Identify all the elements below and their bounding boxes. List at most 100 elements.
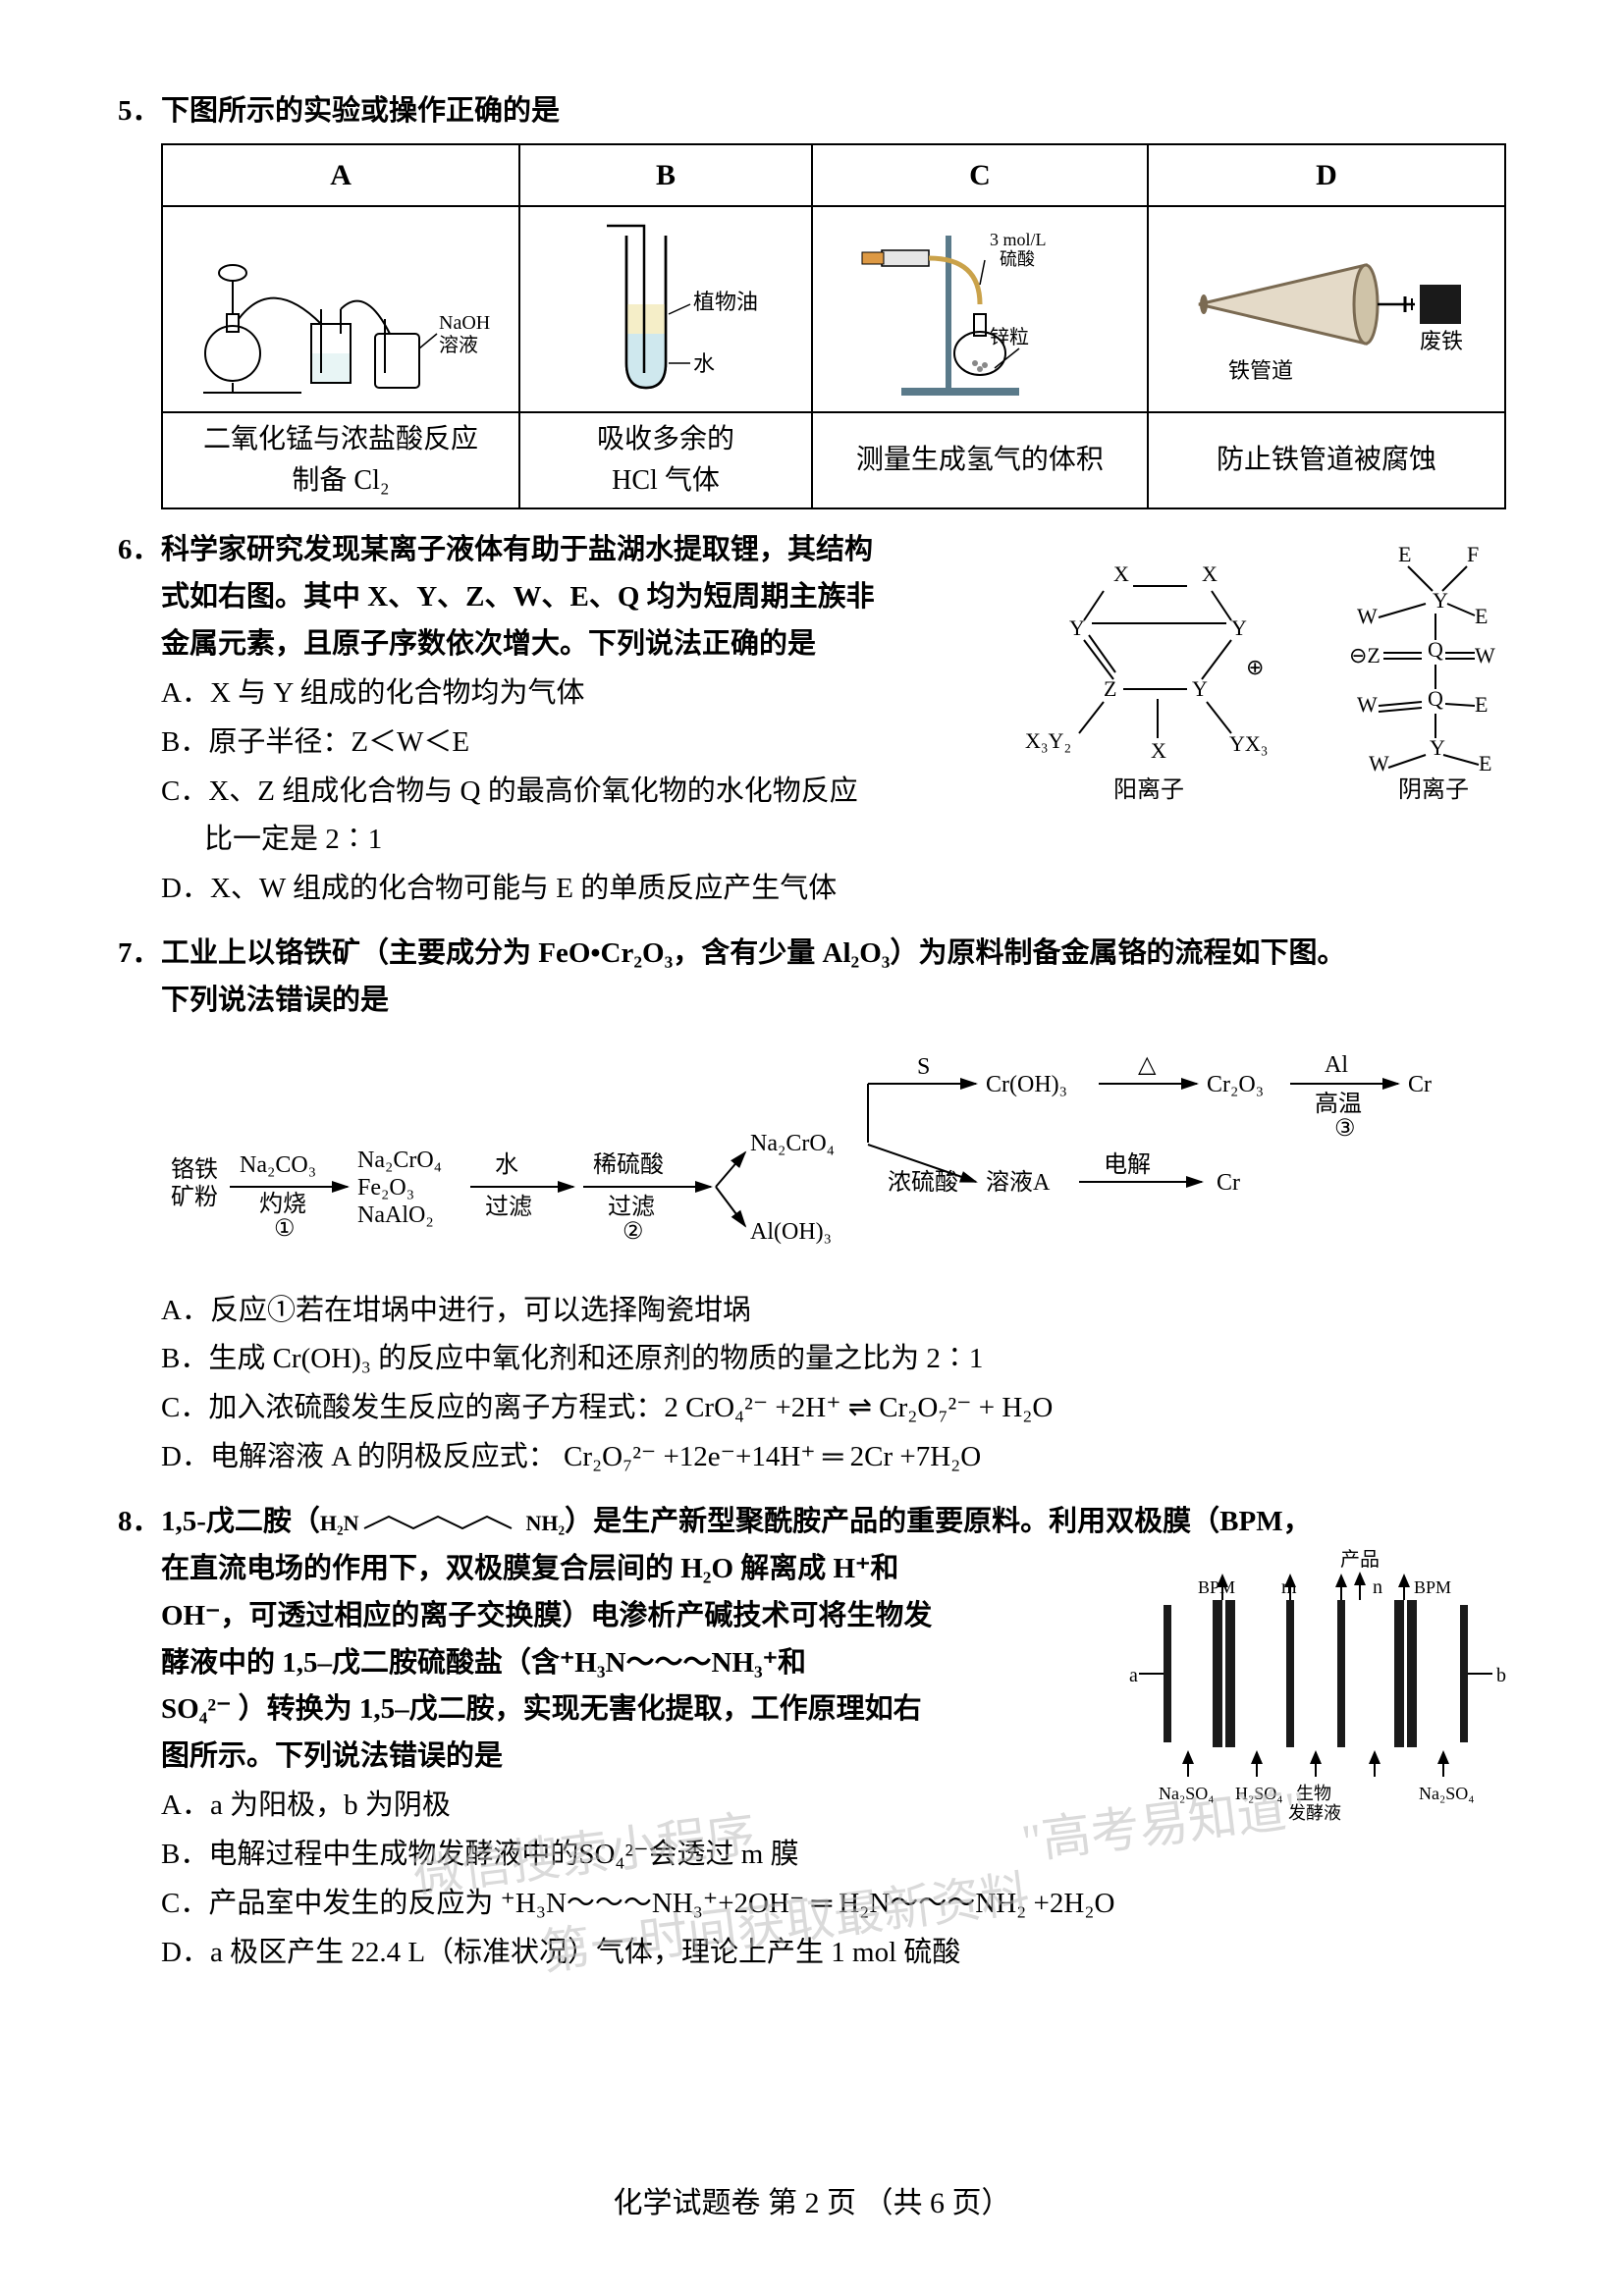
- svg-text:Y: Y: [1231, 615, 1247, 640]
- q5-stem: 下图所示的实验或操作正确的是: [161, 88, 560, 135]
- svg-text:BPM: BPM: [1414, 1577, 1451, 1597]
- svg-text:Y: Y: [1069, 615, 1085, 640]
- q7-optC: C．加入浓硫酸发生反应的离子方程式：2 CrO₄²⁻ +2H⁺ ⇌ Cr₂O₇²…: [118, 1385, 1506, 1432]
- svg-text:X: X: [1151, 738, 1166, 763]
- q8-body-3: 酵液中的 1,5–戊二胺硫酸盐（含⁺H₃N～～～NH₃⁺和: [118, 1640, 1113, 1687]
- svg-text:W: W: [1357, 692, 1378, 717]
- q5-hC: C: [812, 144, 1148, 207]
- svg-text:阳离子: 阳离子: [1113, 776, 1184, 803]
- q7-optB: B．生成 Cr(OH)₃ 的反应中氧化剂和还原剂的物质的量之比为 2∶1: [118, 1336, 1506, 1383]
- svg-text:E: E: [1479, 751, 1491, 775]
- q6-stem-l2: 式如右图。其中 X、Y、Z、W、E、Q 均为短周期主族非: [118, 574, 976, 621]
- svg-text:Y: Y: [1430, 735, 1445, 760]
- q6-optC: C．X、Z 组成化合物与 Q 的最高价氧化物的水化物反应: [118, 769, 976, 816]
- svg-text:Na₂CO₃: Na₂CO₃: [240, 1152, 316, 1178]
- svg-text:a: a: [1129, 1665, 1138, 1686]
- q7-stem-l2: 下列说法错误的是: [118, 978, 1506, 1025]
- svg-text:F: F: [1467, 542, 1479, 566]
- svg-text:Cr: Cr: [1217, 1170, 1240, 1196]
- svg-text:X: X: [1113, 561, 1129, 586]
- q5-capC: 测量生成氢气的体积: [812, 412, 1148, 508]
- svg-text:H₂SO₄: H₂SO₄: [1235, 1784, 1283, 1803]
- svg-text:阴离子: 阴离子: [1398, 776, 1469, 803]
- svg-text:Na₂SO₄: Na₂SO₄: [1159, 1784, 1215, 1803]
- svg-text:W: W: [1369, 751, 1389, 775]
- question-5: 5． 下图所示的实验或操作正确的是 A B C D: [118, 88, 1506, 509]
- q7-optA: A．反应①若在坩埚中进行，可以选择陶瓷坩埚: [118, 1288, 1506, 1335]
- q6-diagram: X X Y Y Z Y X₃Y₂ YX₃ X ⊕: [976, 527, 1506, 913]
- q8-optA: A．a 为阳极，b 为阴极: [118, 1783, 1113, 1830]
- q6-optD: D．X、W 组成的化合物可能与 E 的单质反应产生气体: [118, 866, 976, 913]
- q5-hB: B: [519, 144, 812, 207]
- svg-text:废铁: 废铁: [1420, 329, 1463, 353]
- svg-text:S: S: [917, 1054, 930, 1080]
- svg-text:YX₃: YX₃: [1229, 731, 1268, 756]
- svg-text:Al: Al: [1325, 1052, 1348, 1078]
- q7-stem-l1: 工业上以铬铁矿（主要成分为 FeO•Cr₂O₃，含有少量 Al₂O₃）为原料制备…: [161, 931, 1346, 978]
- q5-number: 5．: [118, 88, 161, 135]
- svg-text:X: X: [1202, 561, 1218, 586]
- svg-text:过滤: 过滤: [608, 1194, 655, 1220]
- q5-imgC: 3 mol/L 硫酸 锌粒: [812, 206, 1148, 412]
- q8-optB: B．电解过程中生成物发酵液中的SO₄²⁻会透过 m 膜: [118, 1832, 1113, 1879]
- svg-text:电解: 电解: [1104, 1151, 1151, 1178]
- q5-capB: 吸收多余的 HCl 气体: [519, 412, 812, 508]
- svg-text:①: ①: [274, 1216, 296, 1242]
- page-footer: 化学试题卷 第 2 页 （共 6 页）: [0, 2179, 1624, 2228]
- svg-text:b: b: [1496, 1665, 1506, 1686]
- svg-text:Cr₂O₃: Cr₂O₃: [1207, 1072, 1264, 1097]
- q5-hA: A: [162, 144, 519, 207]
- svg-text:产品: 产品: [1340, 1548, 1380, 1571]
- svg-text:溶液A: 溶液A: [986, 1169, 1051, 1196]
- q6-optB: B．原子半径：Z＜W＜E: [118, 720, 976, 767]
- svg-text:Q: Q: [1428, 686, 1443, 711]
- svg-text:Z: Z: [1104, 676, 1116, 701]
- svg-text:X₃Y₂: X₃Y₂: [1025, 728, 1071, 753]
- svg-text:高温: 高温: [1315, 1091, 1362, 1117]
- svg-text:3 mol/L: 3 mol/L: [990, 230, 1047, 249]
- q8-body-2: OH⁻，可透过相应的离子交换膜）电渗析产碱技术可将生物发: [118, 1593, 1113, 1640]
- q5-capD: 防止铁管道被腐蚀: [1148, 412, 1505, 508]
- svg-text:⊖Z: ⊖Z: [1349, 643, 1380, 667]
- svg-text:稀硫酸: 稀硫酸: [593, 1151, 664, 1178]
- svg-text:锌粒: 锌粒: [990, 326, 1029, 348]
- q8-number: 8．: [118, 1499, 161, 1546]
- q8-optD: D．a 极区产生 22.4 L（标准状况）气体，理论上产生 1 mol 硫酸: [118, 1930, 1506, 1977]
- q7-number: 7．: [118, 931, 161, 978]
- q5-imgA: NaOH 溶液: [162, 206, 519, 412]
- svg-text:E: E: [1398, 542, 1411, 566]
- svg-text:水: 水: [693, 351, 715, 376]
- svg-text:②: ②: [623, 1219, 644, 1245]
- svg-text:E: E: [1475, 604, 1488, 628]
- q5-table: A B C D: [161, 143, 1506, 510]
- svg-text:Y: Y: [1433, 588, 1448, 613]
- question-7: 微信搜索小程序 第一时间获取最新资料 "高考易知道" 7． 工业上以铬铁矿（主要…: [118, 931, 1506, 1481]
- svg-text:Cr(OH)₃: Cr(OH)₃: [986, 1072, 1067, 1097]
- svg-text:W: W: [1357, 604, 1378, 628]
- svg-text:NaOH: NaOH: [439, 312, 490, 334]
- svg-text:Cr: Cr: [1408, 1072, 1432, 1097]
- svg-text:Fe₂O₃: Fe₂O₃: [357, 1175, 414, 1201]
- svg-text:硫酸: 硫酸: [1000, 249, 1035, 269]
- svg-text:E: E: [1475, 692, 1488, 717]
- svg-text:水: 水: [495, 1151, 518, 1178]
- q5-imgD: 铁管道 废铁: [1148, 206, 1505, 412]
- q8-stem: 1,5-戊二胺（H₂NNH₂）是生产新型聚酰胺产品的重要原料。利用双极膜（BPM…: [161, 1499, 1312, 1546]
- q6-optC2: 比一定是 2∶1: [118, 817, 976, 864]
- svg-text:NaAlO₂: NaAlO₂: [357, 1202, 434, 1228]
- question-8: 8． 1,5-戊二胺（H₂NNH₂）是生产新型聚酰胺产品的重要原料。利用双极膜（…: [118, 1499, 1506, 1976]
- svg-text:BPM: BPM: [1198, 1577, 1235, 1597]
- svg-text:浓硫酸: 浓硫酸: [888, 1169, 958, 1196]
- q8-body-5: 图所示。下列说法错误的是: [118, 1734, 1113, 1781]
- svg-text:Y: Y: [1192, 676, 1208, 701]
- q5-imgB: 植物油 水: [519, 206, 812, 412]
- svg-text:W: W: [1475, 643, 1495, 667]
- svg-text:灼烧: 灼烧: [259, 1191, 306, 1217]
- svg-text:溶液: 溶液: [439, 334, 478, 356]
- svg-text:Q: Q: [1428, 637, 1443, 662]
- svg-text:△: △: [1138, 1052, 1157, 1078]
- svg-text:n: n: [1373, 1576, 1382, 1598]
- svg-text:⊕: ⊕: [1246, 655, 1264, 679]
- svg-text:③: ③: [1334, 1116, 1356, 1142]
- q6-optA: A．X 与 Y 组成的化合物均为气体: [118, 670, 976, 718]
